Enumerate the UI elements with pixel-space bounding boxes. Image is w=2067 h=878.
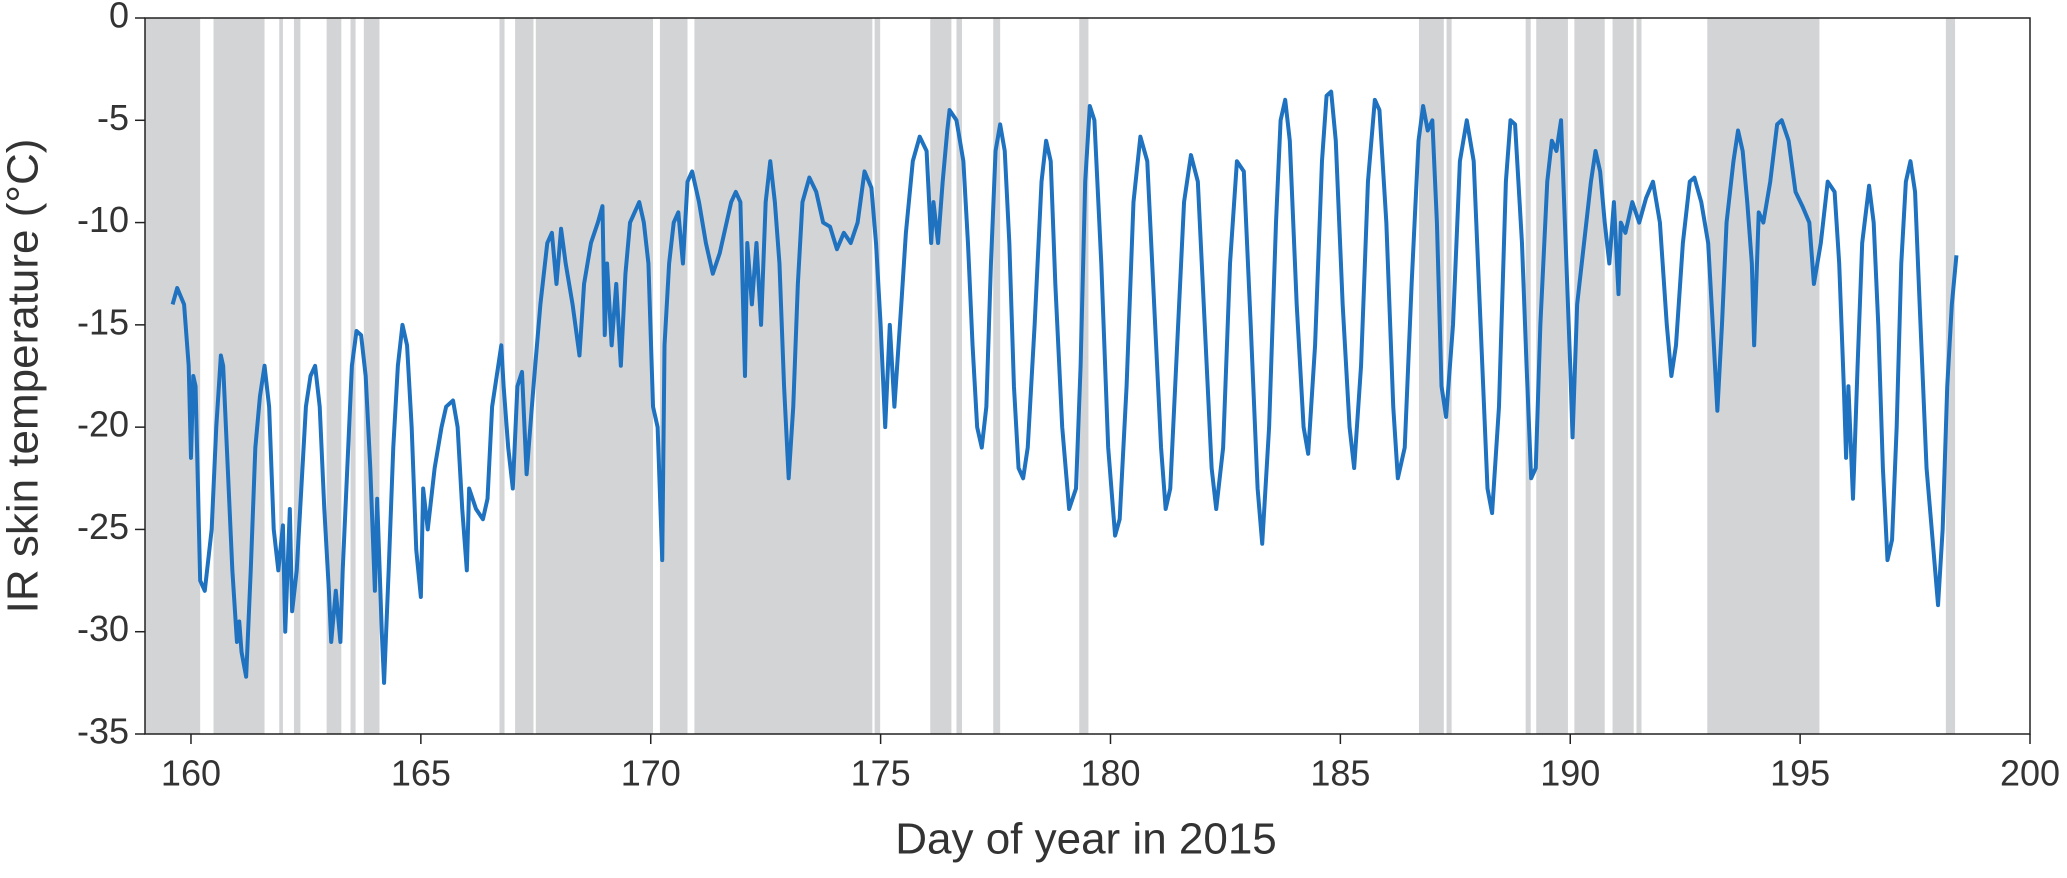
x-tick-label: 195	[1770, 753, 1830, 794]
shaded-region	[1574, 18, 1605, 734]
shaded-region	[874, 18, 881, 734]
shaded-region	[930, 18, 952, 734]
x-axis-label: Day of year in 2015	[895, 815, 1277, 864]
plot-frame	[144, 17, 2031, 735]
shaded-region	[145, 18, 201, 734]
y-tick-label: -15	[77, 301, 129, 342]
y-tick-label: -5	[97, 97, 129, 138]
x-tick-label: 200	[2000, 753, 2060, 794]
x-tick-label: 185	[1310, 753, 1370, 794]
x-tick-label: 165	[391, 753, 451, 794]
shaded-region	[956, 18, 962, 734]
shaded-region	[1612, 18, 1634, 734]
data-line	[170, 89, 1959, 685]
x-tick-label: 160	[161, 753, 221, 794]
shaded-region	[1945, 18, 1956, 734]
shaded-region	[326, 18, 342, 734]
y-tick-label: -35	[77, 711, 129, 752]
y-tick-label: -10	[77, 199, 129, 240]
shaded-region	[535, 18, 654, 734]
y-tick-label: -25	[77, 506, 129, 547]
shaded-region	[279, 18, 283, 734]
shaded-region	[1636, 18, 1642, 734]
y-axis-label: IR skin temperature (°C)	[0, 139, 48, 614]
y-tick-label: 0	[109, 0, 129, 36]
shaded-region	[993, 18, 1001, 734]
y-tick-label: -30	[77, 608, 129, 649]
shaded-region	[515, 18, 534, 734]
shaded-region	[293, 18, 301, 734]
x-tick-label: 175	[851, 753, 911, 794]
x-tick-label: 170	[621, 753, 681, 794]
y-tick-label: -20	[77, 404, 129, 445]
x-tick-label: 190	[1540, 753, 1600, 794]
shaded-region	[1079, 18, 1089, 734]
x-tick-label: 180	[1080, 753, 1140, 794]
shaded-region	[1707, 18, 1820, 734]
